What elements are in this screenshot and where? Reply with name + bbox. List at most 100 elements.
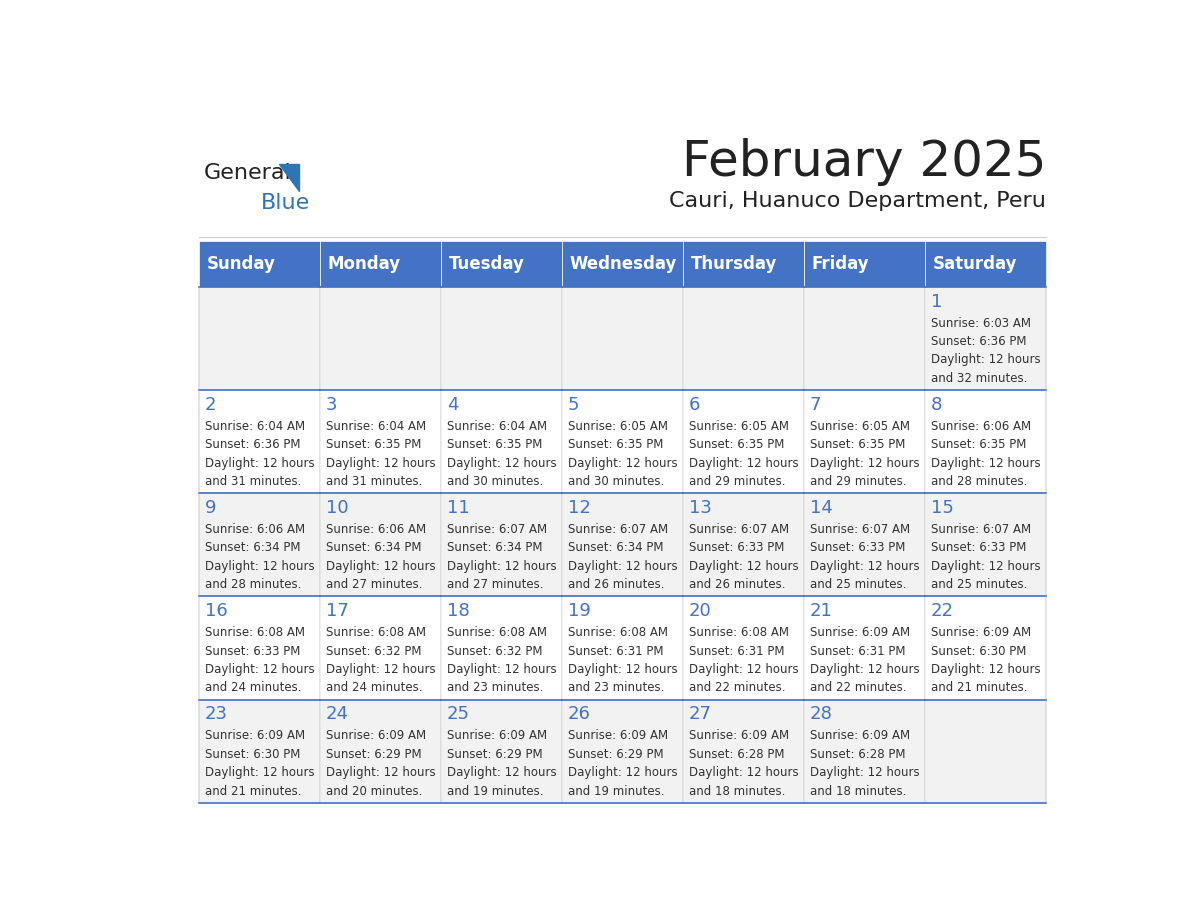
Text: Saturday: Saturday	[933, 255, 1017, 273]
Text: 13: 13	[689, 498, 712, 517]
Bar	[683, 597, 804, 700]
Text: Daylight: 12 hours: Daylight: 12 hours	[447, 663, 556, 676]
Text: Sunset: 6:34 PM: Sunset: 6:34 PM	[204, 542, 301, 554]
Text: 10: 10	[326, 498, 348, 517]
Text: 28: 28	[810, 705, 833, 723]
Text: 18: 18	[447, 602, 469, 621]
Text: and 27 minutes.: and 27 minutes.	[447, 578, 543, 591]
Text: Sunset: 6:35 PM: Sunset: 6:35 PM	[689, 438, 784, 451]
Text: Daylight: 12 hours: Daylight: 12 hours	[204, 560, 315, 573]
Text: Sunset: 6:35 PM: Sunset: 6:35 PM	[568, 438, 663, 451]
Text: and 28 minutes.: and 28 minutes.	[930, 475, 1028, 487]
Text: 27: 27	[689, 705, 712, 723]
Text: Daylight: 12 hours: Daylight: 12 hours	[930, 353, 1041, 366]
Bar	[683, 241, 804, 286]
Text: General: General	[204, 163, 291, 184]
Text: Daylight: 12 hours: Daylight: 12 hours	[689, 560, 798, 573]
Text: and 22 minutes.: and 22 minutes.	[810, 681, 906, 694]
Text: and 23 minutes.: and 23 minutes.	[568, 681, 664, 694]
Bar	[562, 597, 683, 700]
Text: and 21 minutes.: and 21 minutes.	[930, 681, 1028, 694]
Text: Sunset: 6:28 PM: Sunset: 6:28 PM	[810, 748, 905, 761]
Text: Daylight: 12 hours: Daylight: 12 hours	[810, 663, 920, 676]
Text: Thursday: Thursday	[690, 255, 777, 273]
Text: Sunset: 6:29 PM: Sunset: 6:29 PM	[326, 748, 422, 761]
Text: Tuesday: Tuesday	[449, 255, 524, 273]
Text: and 18 minutes.: and 18 minutes.	[689, 785, 785, 798]
Text: and 21 minutes.: and 21 minutes.	[204, 785, 302, 798]
Text: Daylight: 12 hours: Daylight: 12 hours	[568, 663, 677, 676]
Text: and 31 minutes.: and 31 minutes.	[326, 475, 422, 487]
Bar	[441, 597, 562, 700]
Text: Daylight: 12 hours: Daylight: 12 hours	[447, 456, 556, 469]
Text: Sunrise: 6:07 AM: Sunrise: 6:07 AM	[930, 523, 1031, 536]
Text: 16: 16	[204, 602, 227, 621]
Text: Sunrise: 6:05 AM: Sunrise: 6:05 AM	[810, 420, 910, 432]
Bar	[562, 493, 683, 597]
Text: Sunrise: 6:04 AM: Sunrise: 6:04 AM	[447, 420, 546, 432]
Text: Sunset: 6:33 PM: Sunset: 6:33 PM	[204, 644, 301, 657]
Bar	[562, 286, 683, 390]
Text: Sunset: 6:36 PM: Sunset: 6:36 PM	[930, 335, 1026, 348]
Text: 7: 7	[810, 396, 821, 414]
Text: Sunrise: 6:07 AM: Sunrise: 6:07 AM	[810, 523, 910, 536]
Text: Daylight: 12 hours: Daylight: 12 hours	[568, 456, 677, 469]
Text: 14: 14	[810, 498, 833, 517]
Text: Sunset: 6:29 PM: Sunset: 6:29 PM	[568, 748, 663, 761]
Text: and 29 minutes.: and 29 minutes.	[810, 475, 906, 487]
Bar	[804, 700, 925, 803]
Text: Sunrise: 6:05 AM: Sunrise: 6:05 AM	[568, 420, 668, 432]
Text: Friday: Friday	[811, 255, 870, 273]
Text: Sunset: 6:33 PM: Sunset: 6:33 PM	[930, 542, 1026, 554]
Text: and 29 minutes.: and 29 minutes.	[689, 475, 785, 487]
Text: 5: 5	[568, 396, 580, 414]
Text: Sunrise: 6:06 AM: Sunrise: 6:06 AM	[930, 420, 1031, 432]
Text: Sunrise: 6:09 AM: Sunrise: 6:09 AM	[930, 626, 1031, 639]
Text: 19: 19	[568, 602, 590, 621]
Bar	[441, 700, 562, 803]
Bar	[683, 493, 804, 597]
Bar	[925, 700, 1047, 803]
Text: Daylight: 12 hours: Daylight: 12 hours	[568, 767, 677, 779]
Text: 9: 9	[204, 498, 216, 517]
Text: and 23 minutes.: and 23 minutes.	[447, 681, 543, 694]
Text: Sunrise: 6:08 AM: Sunrise: 6:08 AM	[326, 626, 425, 639]
Text: Sunrise: 6:07 AM: Sunrise: 6:07 AM	[447, 523, 546, 536]
Bar	[804, 286, 925, 390]
Text: Sunrise: 6:07 AM: Sunrise: 6:07 AM	[568, 523, 668, 536]
Text: 17: 17	[326, 602, 348, 621]
Text: 2: 2	[204, 396, 216, 414]
Text: Sunrise: 6:04 AM: Sunrise: 6:04 AM	[326, 420, 425, 432]
Text: and 26 minutes.: and 26 minutes.	[689, 578, 785, 591]
Text: and 30 minutes.: and 30 minutes.	[568, 475, 664, 487]
Text: Daylight: 12 hours: Daylight: 12 hours	[689, 663, 798, 676]
Text: Daylight: 12 hours: Daylight: 12 hours	[810, 767, 920, 779]
Text: Sunset: 6:30 PM: Sunset: 6:30 PM	[930, 644, 1026, 657]
Text: 26: 26	[568, 705, 590, 723]
Text: Daylight: 12 hours: Daylight: 12 hours	[930, 560, 1041, 573]
Text: Sunrise: 6:09 AM: Sunrise: 6:09 AM	[568, 730, 668, 743]
Text: Sunrise: 6:08 AM: Sunrise: 6:08 AM	[689, 626, 789, 639]
Text: Daylight: 12 hours: Daylight: 12 hours	[689, 767, 798, 779]
Text: Daylight: 12 hours: Daylight: 12 hours	[326, 663, 435, 676]
Text: Sunset: 6:29 PM: Sunset: 6:29 PM	[447, 748, 542, 761]
Bar	[683, 286, 804, 390]
Bar	[925, 597, 1047, 700]
Text: Daylight: 12 hours: Daylight: 12 hours	[204, 456, 315, 469]
Text: 6: 6	[689, 396, 700, 414]
Text: Daylight: 12 hours: Daylight: 12 hours	[568, 560, 677, 573]
Text: and 27 minutes.: and 27 minutes.	[326, 578, 422, 591]
Text: Daylight: 12 hours: Daylight: 12 hours	[326, 560, 435, 573]
Text: Sunset: 6:33 PM: Sunset: 6:33 PM	[689, 542, 784, 554]
Bar	[804, 390, 925, 493]
Text: 8: 8	[930, 396, 942, 414]
Text: Daylight: 12 hours: Daylight: 12 hours	[447, 767, 556, 779]
Text: Daylight: 12 hours: Daylight: 12 hours	[930, 456, 1041, 469]
Text: Sunrise: 6:09 AM: Sunrise: 6:09 AM	[689, 730, 789, 743]
Text: Sunset: 6:34 PM: Sunset: 6:34 PM	[326, 542, 422, 554]
Text: Wednesday: Wednesday	[569, 255, 677, 273]
Text: Daylight: 12 hours: Daylight: 12 hours	[689, 456, 798, 469]
Text: February 2025: February 2025	[682, 139, 1047, 186]
Text: Sunrise: 6:09 AM: Sunrise: 6:09 AM	[204, 730, 305, 743]
Text: and 30 minutes.: and 30 minutes.	[447, 475, 543, 487]
